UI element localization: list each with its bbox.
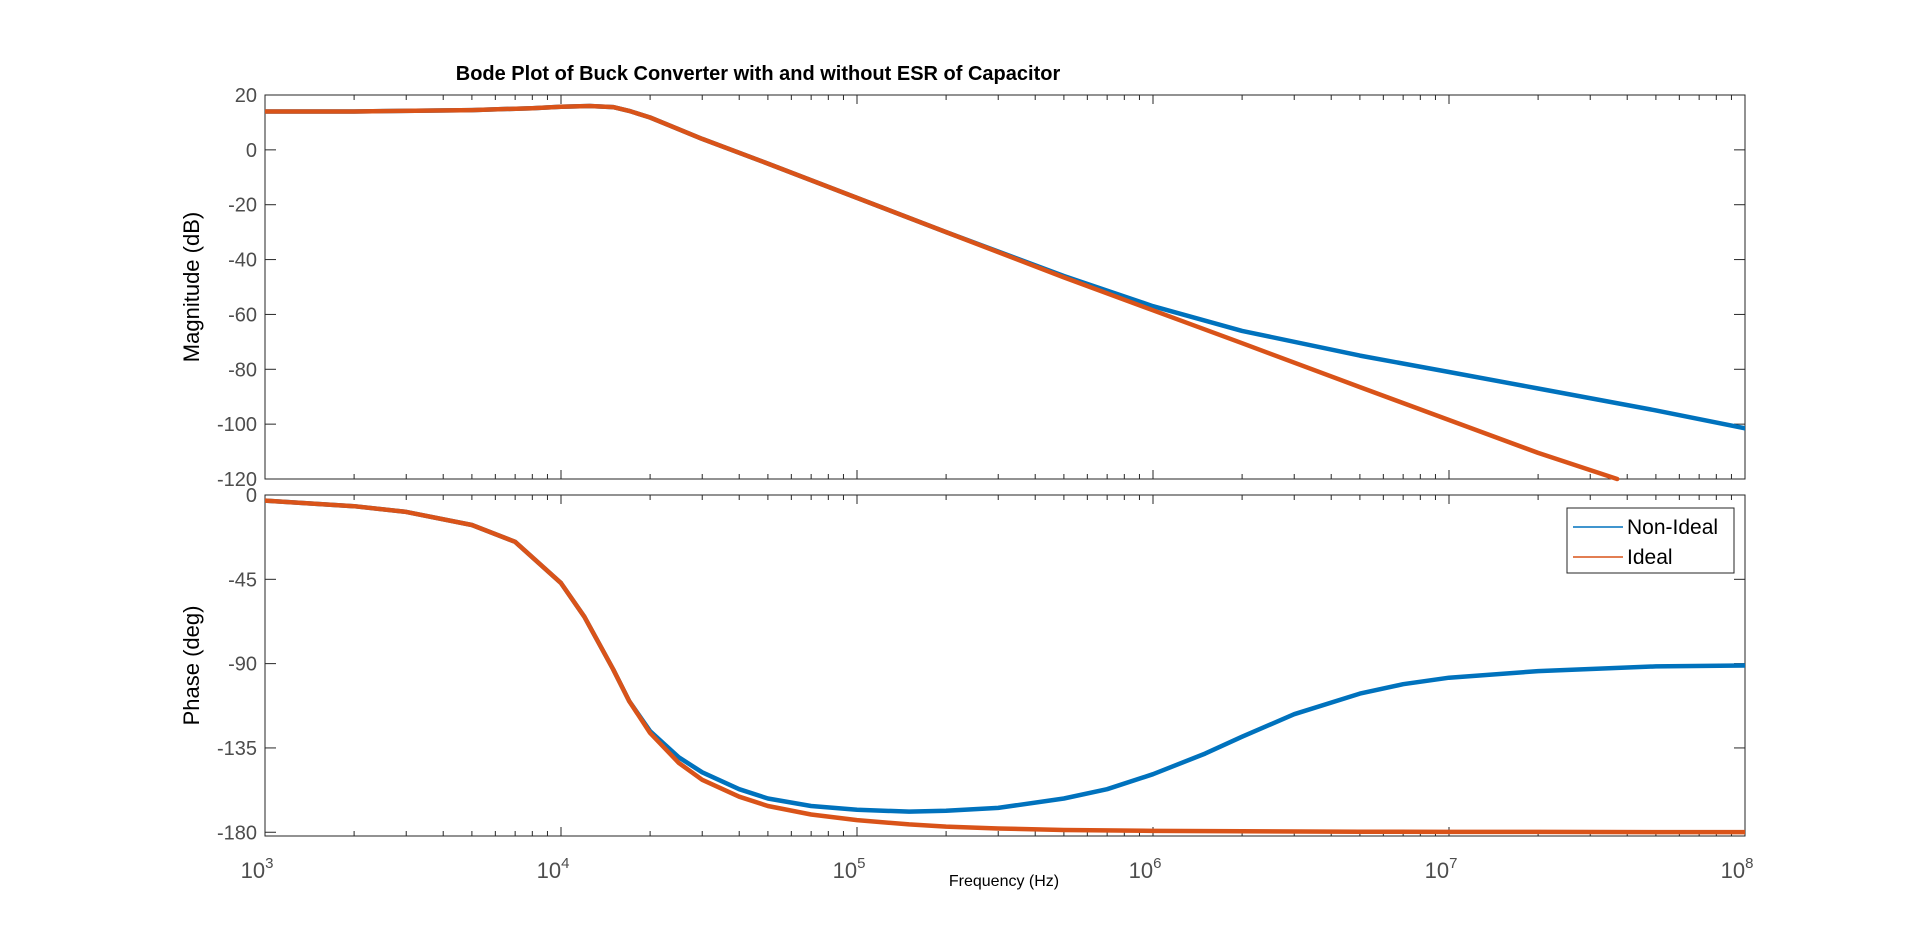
x-tick-label-base: 10 <box>1425 858 1449 883</box>
x-tick-label-exponent: 4 <box>561 855 569 872</box>
legend-box <box>1566 507 1735 574</box>
x-tick-label-exponent: 3 <box>265 855 273 872</box>
x-tick-label-exponent: 8 <box>1745 855 1753 872</box>
legend-label-ideal: Ideal <box>1627 546 1673 569</box>
x-axis-label: Frequency (Hz) <box>949 873 1059 890</box>
phase-y-axis-label: Phase (deg) <box>179 606 204 726</box>
x-tick-label: 104 <box>537 855 570 883</box>
phase-series-ideal-line <box>265 498 1745 835</box>
phase-y-tick-label: -90 <box>228 654 257 676</box>
magnitude-y-tick-label: -40 <box>228 250 257 272</box>
x-tick-label-base: 10 <box>1129 858 1153 883</box>
x-tick-label-base: 10 <box>1721 858 1745 883</box>
phase-plot-area <box>264 494 1746 837</box>
magnitude-y-tick-label: -20 <box>228 195 257 217</box>
magnitude-y-axis-label: Magnitude (dB) <box>179 212 204 362</box>
x-tick-label-exponent: 7 <box>1449 855 1457 872</box>
phase-y-tick-label: -135 <box>217 738 257 760</box>
x-tick-label: 106 <box>1129 855 1162 883</box>
magnitude-y-tick-label: -100 <box>217 414 257 436</box>
x-tick-label-base: 10 <box>537 858 561 883</box>
magnitude-plot-area <box>264 94 1746 480</box>
magnitude-y-tick-label: 0 <box>246 140 257 162</box>
x-tick-label: 103 <box>241 855 274 883</box>
magnitude-y-tick-label: -80 <box>228 359 257 381</box>
x-tick-label-exponent: 5 <box>857 855 865 872</box>
phase-y-tick-label: 0 <box>246 485 257 507</box>
phase-y-tick-label: -180 <box>217 822 257 844</box>
magnitude-y-tick-label: -60 <box>228 304 257 326</box>
phase-y-tick-label: -45 <box>228 569 257 591</box>
x-tick-label: 108 <box>1721 855 1754 883</box>
legend-label-non-ideal: Non-Ideal <box>1627 516 1718 539</box>
x-tick-label-exponent: 6 <box>1153 855 1161 872</box>
x-tick-label-base: 10 <box>833 858 857 883</box>
x-tick-label-base: 10 <box>241 858 265 883</box>
x-tick-label: 105 <box>833 855 866 883</box>
x-tick-label: 107 <box>1425 855 1458 883</box>
magnitude-y-tick-label: -120 <box>217 469 257 491</box>
magnitude-y-tick-label: 20 <box>235 85 257 107</box>
chart-title: Bode Plot of Buck Converter with and wit… <box>456 63 1061 85</box>
magnitude-series-ideal-line <box>265 103 1620 482</box>
